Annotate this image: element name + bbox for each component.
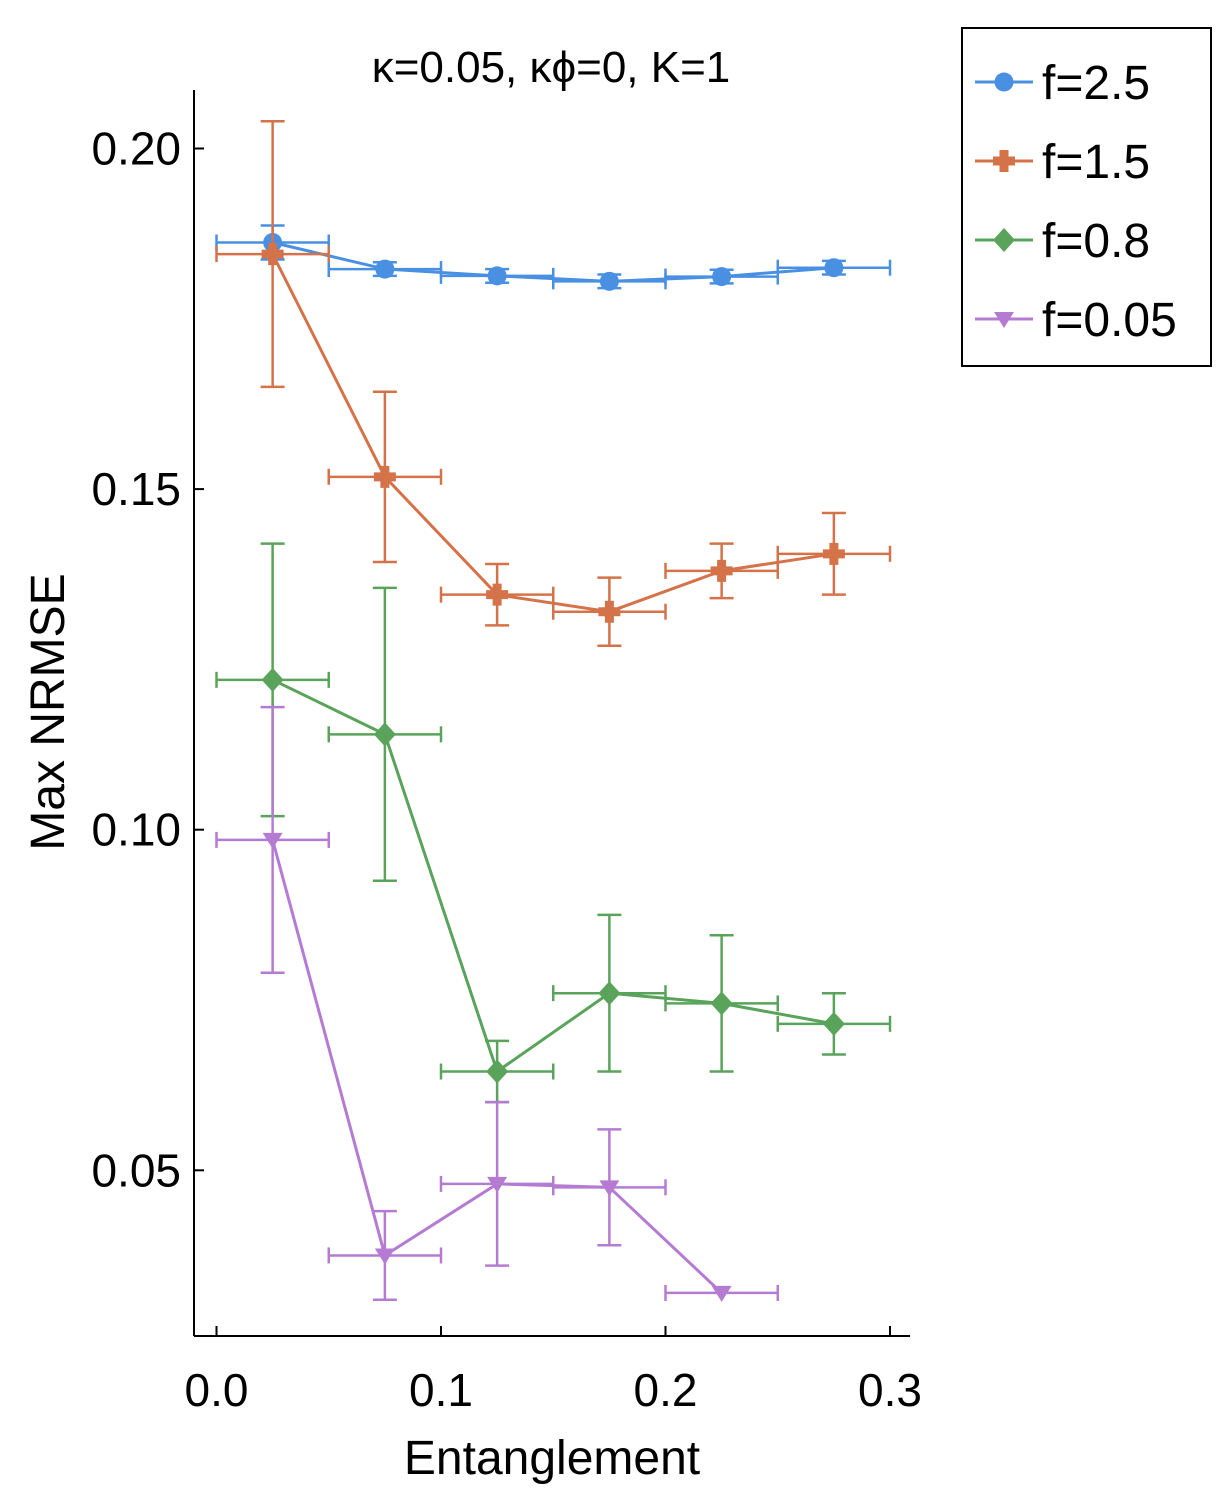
legend-label: f=0.05: [1042, 294, 1177, 347]
data-point: [262, 832, 283, 849]
legend-label: f=1.5: [1042, 136, 1150, 189]
legend-label: f=2.5: [1042, 57, 1150, 110]
series-line: [272, 241, 834, 283]
legend-marker: [993, 150, 1015, 172]
chart-title: κ=0.05, κϕ=0, K=1: [372, 43, 731, 92]
legend-marker: [993, 228, 1015, 252]
series-3: [215, 542, 892, 1104]
data-point: [710, 991, 733, 1016]
data-point: [486, 583, 509, 606]
y-axis-label: Max NRMSE: [22, 573, 75, 850]
data-point: [487, 266, 507, 286]
series-line: [271, 678, 835, 1074]
x-tick-label: 0.0: [185, 1364, 249, 1416]
data-point: [486, 1059, 509, 1084]
data-point: [599, 1180, 620, 1197]
series-1: [215, 224, 892, 291]
data-point: [374, 1248, 395, 1265]
x-axis-label: Entanglement: [404, 1432, 700, 1485]
x-tick-label: 0.3: [858, 1364, 922, 1416]
axes: [193, 90, 910, 1337]
series-4: [215, 705, 779, 1302]
data-point: [373, 465, 396, 488]
data-point: [711, 1285, 732, 1302]
legend-entry-4: f=0.05: [975, 294, 1177, 347]
legend: f=2.5 f=1.5 f=0.8 f=0.05: [961, 27, 1212, 367]
data-point: [598, 600, 621, 623]
series-group: [215, 120, 892, 1302]
legend-entry-1: f=2.5: [975, 57, 1150, 110]
x-tick-label: 0.1: [409, 1364, 473, 1416]
legend-marker: [994, 72, 1014, 92]
data-point: [261, 243, 284, 266]
legend-entry-2: f=1.5: [975, 136, 1150, 189]
data-point: [375, 259, 395, 279]
data-point: [712, 267, 732, 287]
legend-marker: [994, 312, 1014, 328]
data-point: [710, 559, 733, 582]
data-point: [599, 271, 619, 291]
y-tick-label: 0.15: [91, 463, 181, 515]
data-point: [822, 542, 845, 565]
x-tick-label: 0.2: [634, 1364, 698, 1416]
y-tick-label: 0.05: [91, 1144, 181, 1196]
series-line: [271, 253, 835, 614]
data-point: [822, 1011, 845, 1036]
legend-label: f=0.8: [1042, 215, 1150, 268]
series-2: [215, 120, 892, 648]
x-ticks: 0.0 0.1 0.2 0.3: [185, 1326, 922, 1416]
data-point: [598, 981, 621, 1006]
data-point: [373, 722, 396, 747]
legend-entry-3: f=0.8: [975, 215, 1150, 268]
data-point: [487, 1176, 508, 1193]
y-tick-label: 0.20: [91, 123, 181, 175]
y-ticks: 0.05 0.10 0.15 0.20: [91, 123, 204, 1196]
data-point: [824, 258, 844, 278]
data-point: [261, 667, 284, 692]
y-tick-label: 0.10: [91, 804, 181, 856]
